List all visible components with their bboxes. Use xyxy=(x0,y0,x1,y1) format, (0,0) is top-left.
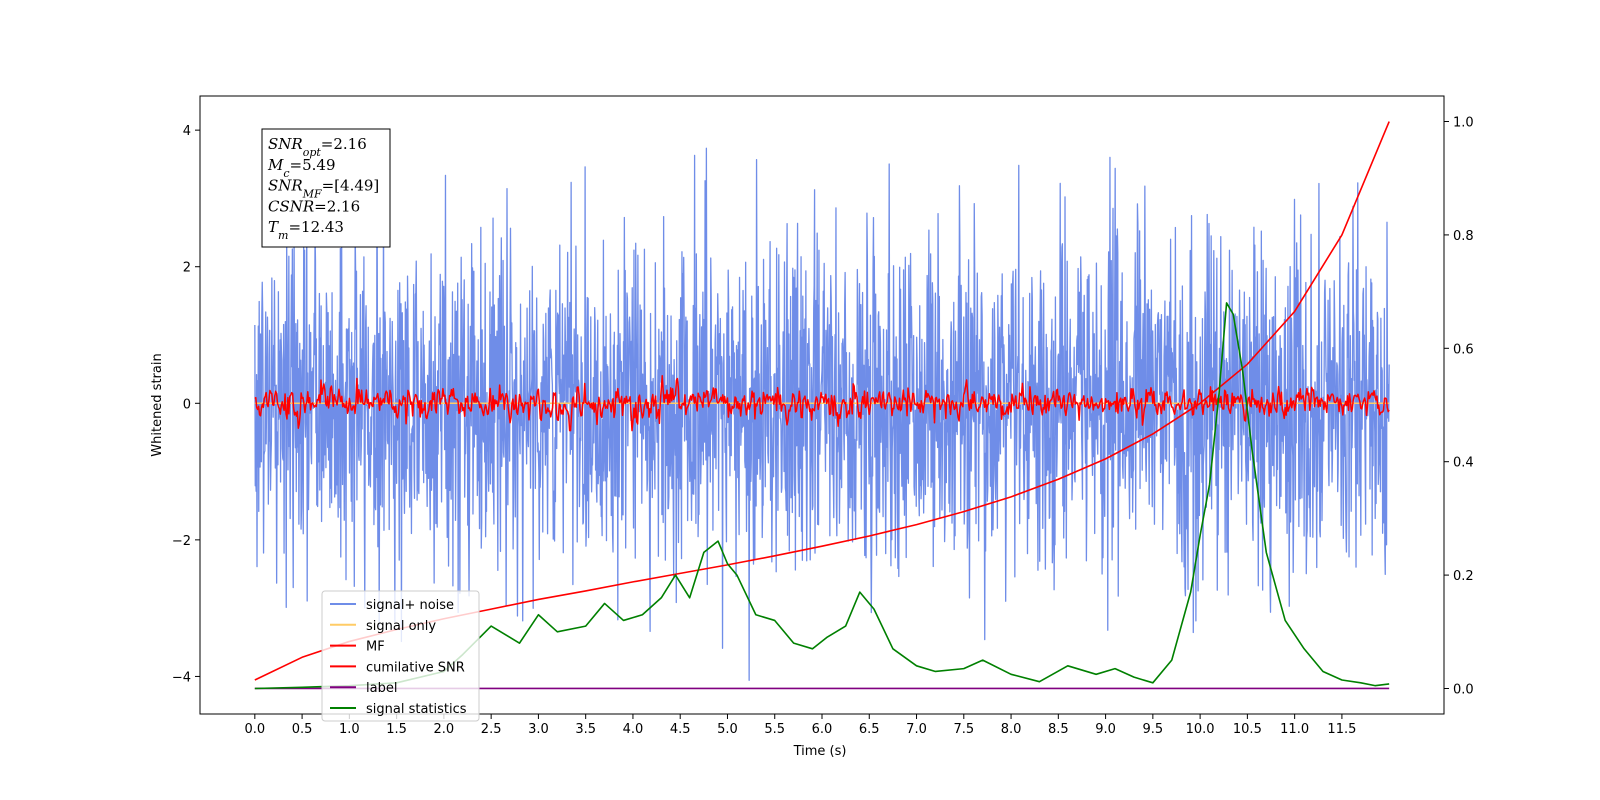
x-tick-label: 6.5 xyxy=(859,722,880,737)
y2-tick-label: 0.4 xyxy=(1453,456,1474,471)
x-tick-label: 4.0 xyxy=(623,722,644,737)
y-axis-right: 0.0 0.2 0.4 0.6 0.8 1.0 xyxy=(1444,116,1474,697)
y2-tick-label: 1.0 xyxy=(1453,116,1474,131)
legend: signal+ noise signal only MF cumilative SNR… xyxy=(321,590,480,722)
x-tick-label: 1.0 xyxy=(339,722,360,737)
legend-label: cumilative SNR xyxy=(366,660,465,675)
y-tick-label: 4 xyxy=(183,124,191,139)
x-tick-label: 7.0 xyxy=(906,722,927,737)
x-tick-label: 9.5 xyxy=(1143,722,1164,737)
x-tick-label: 6.0 xyxy=(812,722,833,737)
x-tick-label: 9.0 xyxy=(1095,722,1116,737)
x-tick-label: 8.0 xyxy=(1001,722,1022,737)
y-axis-title: Whitened strain xyxy=(150,353,165,456)
y-axis-left: −4 −2 0 2 4 xyxy=(172,124,200,685)
legend-label: MF xyxy=(366,640,385,655)
x-tick-label: 10.0 xyxy=(1186,722,1215,737)
x-tick-label: 7.5 xyxy=(953,722,974,737)
legend-label: signal only xyxy=(366,619,436,634)
annotation-line: CSNR=2.16 xyxy=(268,197,360,215)
series-line-signal-statistics xyxy=(254,302,1390,690)
annotation-box-frame xyxy=(261,128,391,248)
y2-tick-label: 0.8 xyxy=(1453,229,1474,244)
x-tick-label: 5.0 xyxy=(717,722,738,737)
legend-label: signal statistics xyxy=(366,702,467,717)
x-tick-label: 1.5 xyxy=(386,722,407,737)
x-axis: 0.0 0.5 1.0 1.5 2.0 2.5 3.0 3.5 4.0 4.5 5.0 5.5 6.0 6… xyxy=(244,714,1356,737)
y2-tick-label: 0.2 xyxy=(1453,569,1474,584)
y2-tick-label: 0.0 xyxy=(1453,682,1474,697)
annotation-line: Tm=12.43 xyxy=(268,218,344,242)
x-tick-label: 2.0 xyxy=(434,722,455,737)
annotation-line: Mc=5.49 xyxy=(267,156,336,180)
annotation-line: SNRMF=[4.49] xyxy=(268,177,379,201)
x-tick-label: 8.5 xyxy=(1048,722,1069,737)
x-tick-label: 4.5 xyxy=(670,722,691,737)
y-tick-label: 2 xyxy=(183,261,191,276)
x-axis-title: Time (s) xyxy=(793,744,847,759)
legend-label: label xyxy=(366,681,397,696)
x-tick-label: 10.5 xyxy=(1233,722,1262,737)
x-tick-label: 11.0 xyxy=(1280,722,1309,737)
y2-tick-label: 0.6 xyxy=(1453,342,1474,357)
x-tick-label: 3.0 xyxy=(528,722,549,737)
x-tick-label: 5.5 xyxy=(764,722,785,737)
x-tick-label: 3.5 xyxy=(575,722,596,737)
y-tick-label: −2 xyxy=(172,534,191,549)
y-tick-label: −4 xyxy=(172,670,191,685)
x-tick-label: 0.5 xyxy=(292,722,313,737)
x-tick-label: 0.0 xyxy=(244,722,265,737)
legend-label: signal+ noise xyxy=(366,598,454,613)
series-line-signal-noise xyxy=(254,131,1390,681)
legend-frame xyxy=(321,590,480,722)
x-tick-label: 11.5 xyxy=(1327,722,1356,737)
series-line-mf xyxy=(254,374,1390,432)
x-tick-label: 2.5 xyxy=(481,722,502,737)
annotation-line: SNRopt=2.16 xyxy=(268,135,367,159)
y-tick-label: 0 xyxy=(183,397,191,412)
